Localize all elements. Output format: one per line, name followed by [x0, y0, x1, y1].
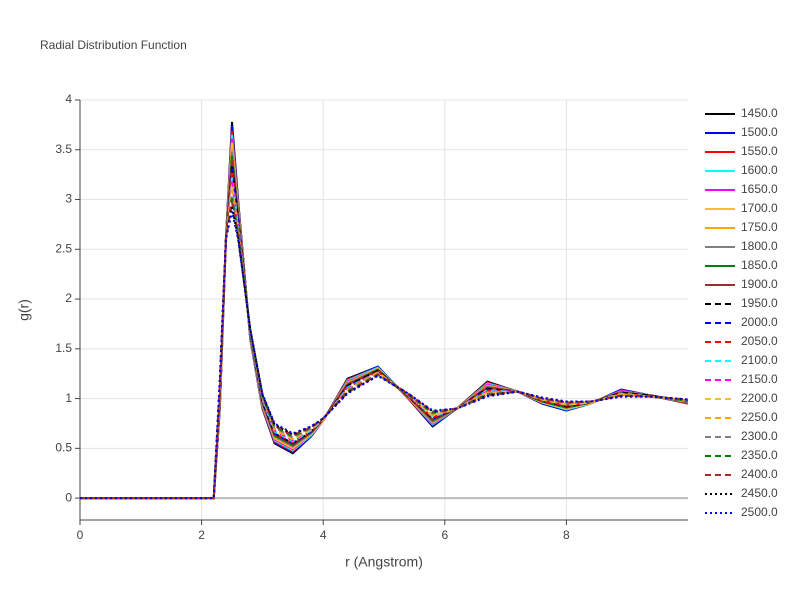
series-line	[80, 185, 688, 500]
chart-title: Radial Distribution Function	[40, 38, 187, 52]
y-tick-label: 2	[65, 291, 72, 305]
legend-label: 1450.0	[741, 106, 778, 120]
series-line	[80, 147, 688, 500]
series-line	[80, 172, 688, 500]
y-tick-label: 0.5	[55, 441, 72, 455]
series-line	[80, 202, 688, 500]
y-tick-label: 0	[65, 490, 72, 504]
legend-label: 2500.0	[741, 505, 778, 519]
y-tick-label: 4	[65, 92, 72, 106]
series-line	[80, 134, 688, 500]
series-line	[80, 211, 688, 500]
legend-label: 2350.0	[741, 448, 778, 462]
legend-label: 2250.0	[741, 410, 778, 424]
legend-label: 2400.0	[741, 467, 778, 481]
legend-label: 1900.0	[741, 277, 778, 291]
legend-label: 1700.0	[741, 201, 778, 215]
legend-label: 1950.0	[741, 296, 778, 310]
series-line	[80, 194, 688, 500]
legend-label: 1500.0	[741, 125, 778, 139]
series-line	[80, 142, 688, 500]
y-tick-label: 1	[65, 391, 72, 405]
legend-label: 2300.0	[741, 429, 778, 443]
x-tick-label: 8	[563, 528, 570, 542]
series-line	[80, 160, 688, 500]
legend-label: 2050.0	[741, 334, 778, 348]
legend-label: 2000.0	[741, 315, 778, 329]
series-line	[80, 207, 688, 500]
x-tick-label: 0	[77, 528, 84, 542]
y-tick-label: 1.5	[55, 341, 72, 355]
series-line	[80, 151, 688, 500]
x-axis-title: r (Angstrom)	[345, 554, 423, 570]
y-tick-label: 3	[65, 192, 72, 206]
series-line	[80, 130, 688, 500]
series-line	[80, 181, 688, 500]
legend-label: 1550.0	[741, 144, 778, 158]
legend-label: 2450.0	[741, 486, 778, 500]
y-tick-label: 3.5	[55, 142, 72, 156]
legend-label: 1750.0	[741, 220, 778, 234]
x-tick-label: 6	[441, 528, 448, 542]
series-line	[80, 198, 688, 500]
series-line	[80, 190, 688, 500]
series-line	[80, 125, 688, 500]
series-line	[80, 155, 688, 500]
legend-label: 1650.0	[741, 182, 778, 196]
legend-label: 2200.0	[741, 391, 778, 405]
legend-label: 1600.0	[741, 163, 778, 177]
series-line	[80, 138, 688, 500]
y-axis-title: g(r)	[16, 299, 32, 321]
x-tick-label: 4	[320, 528, 327, 542]
legend-label: 1850.0	[741, 258, 778, 272]
series-line	[80, 121, 688, 500]
series-line	[80, 177, 688, 500]
y-tick-label: 2.5	[55, 241, 72, 255]
x-tick-label: 2	[198, 528, 205, 542]
legend-label: 2100.0	[741, 353, 778, 367]
legend-label: 1800.0	[741, 239, 778, 253]
legend-label: 2150.0	[741, 372, 778, 386]
